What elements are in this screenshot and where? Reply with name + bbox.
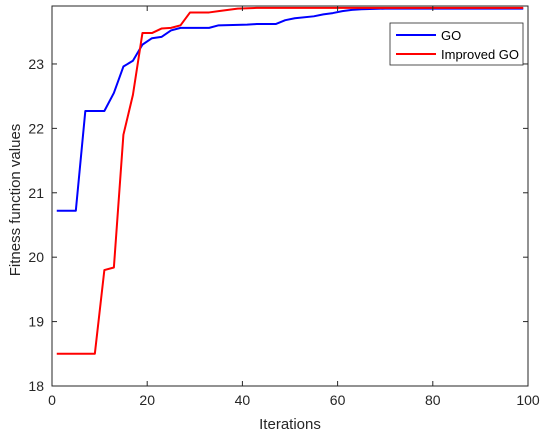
y-tick-label: 20 [28,249,44,265]
plot-frame [51,5,529,387]
y-tick-label: 19 [28,314,44,330]
x-axis-label: Iterations [259,416,321,433]
y-axis-label: Fitness function values [7,124,24,277]
x-tick-label: 80 [425,392,441,408]
series-line-go [56,7,524,212]
series-layer [56,6,524,355]
y-ticks: 18 19 20 21 22 23 [28,56,528,394]
x-tick-label: 100 [516,392,540,408]
y-tick-label: 22 [28,120,44,136]
legend: GO Improved GO [389,22,524,66]
x-tick-label: 40 [235,392,251,408]
x-tick-label: 0 [48,392,56,408]
y-tick-label: 18 [28,378,44,394]
x-tick-label: 60 [330,392,346,408]
y-tick-label: 21 [28,185,44,201]
y-tick-label: 23 [28,56,44,72]
legend-box [389,22,524,66]
legend-label-go: GO [441,28,461,43]
x-tick-label: 20 [139,392,155,408]
legend-label-improved-go: Improved GO [441,47,519,62]
x-ticks: 0 20 40 60 80 100 [48,6,540,408]
series-line-improved-go [56,6,524,355]
